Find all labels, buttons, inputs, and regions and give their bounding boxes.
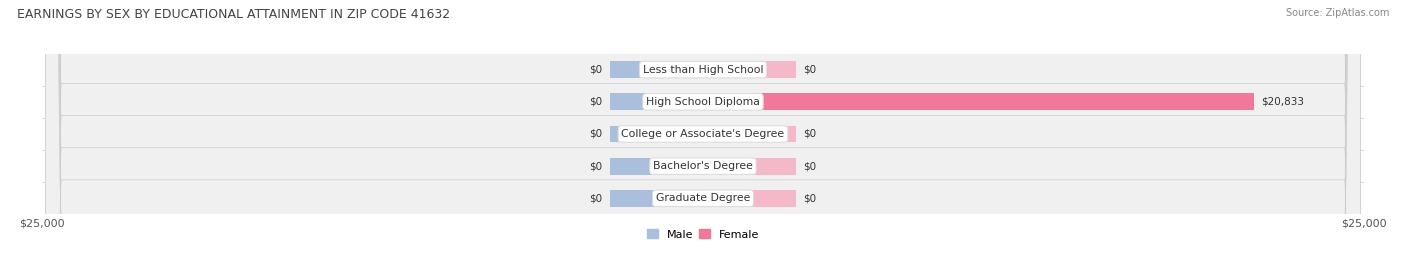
Text: $0: $0 [589,97,603,107]
Bar [703,61,796,78]
Text: $0: $0 [589,193,603,203]
Bar [610,190,703,207]
Text: $0: $0 [589,65,603,75]
Text: High School Diploma: High School Diploma [647,97,759,107]
Text: Bachelor's Degree: Bachelor's Degree [652,161,754,171]
Text: $0: $0 [803,193,817,203]
Text: $0: $0 [589,129,603,139]
Text: $0: $0 [803,161,817,171]
Text: $0: $0 [803,129,817,139]
Bar [703,93,1254,110]
Bar [703,190,796,207]
Text: Graduate Degree: Graduate Degree [655,193,751,203]
Legend: Male, Female: Male, Female [643,225,763,244]
FancyBboxPatch shape [45,0,1361,268]
Text: Source: ZipAtlas.com: Source: ZipAtlas.com [1285,8,1389,18]
Text: Less than High School: Less than High School [643,65,763,75]
Text: College or Associate's Degree: College or Associate's Degree [621,129,785,139]
Bar [703,158,796,175]
FancyBboxPatch shape [45,0,1361,268]
Text: $0: $0 [803,65,817,75]
Bar [610,93,703,110]
FancyBboxPatch shape [45,0,1361,268]
Bar [610,61,703,78]
FancyBboxPatch shape [45,0,1361,268]
Text: $0: $0 [589,161,603,171]
Bar [703,125,796,143]
FancyBboxPatch shape [45,0,1361,268]
Text: EARNINGS BY SEX BY EDUCATIONAL ATTAINMENT IN ZIP CODE 41632: EARNINGS BY SEX BY EDUCATIONAL ATTAINMEN… [17,8,450,21]
Text: $20,833: $20,833 [1261,97,1305,107]
Bar [610,125,703,143]
Bar [610,158,703,175]
